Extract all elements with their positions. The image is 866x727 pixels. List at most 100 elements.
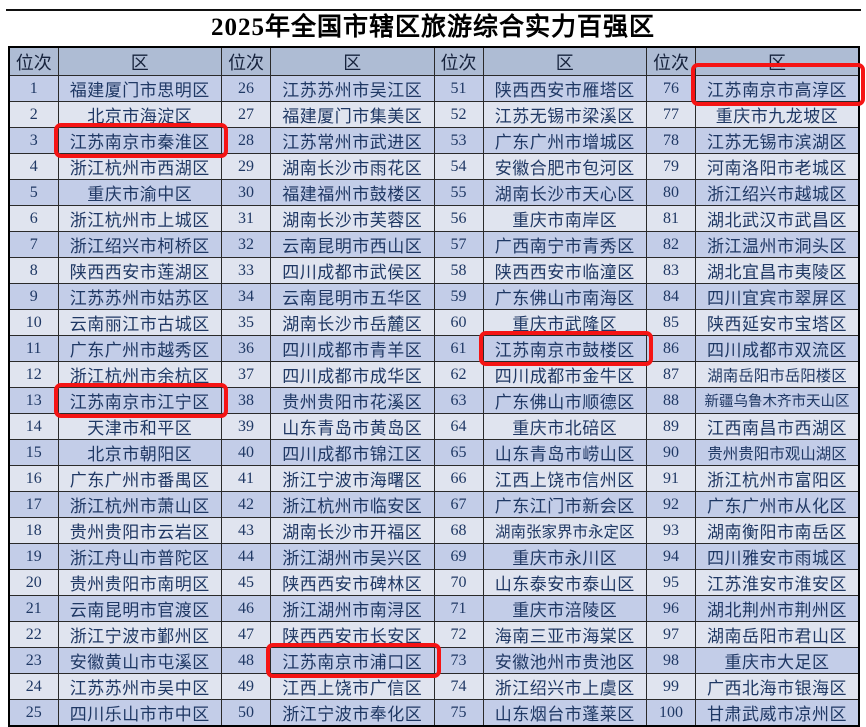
red-highlight-box: [53, 123, 228, 158]
rank-cell: 79: [646, 153, 696, 180]
rank-cell: 47: [221, 621, 271, 648]
ranking-table: 位次区位次区位次区位次区 1 福建厦门市思明区 26 江苏苏州市吴江区 51 陕西西安市雁…: [8, 46, 865, 727]
rank-cell: 82: [646, 231, 696, 258]
district-cell: 福建福州市鼓楼区: [270, 179, 435, 206]
district-cell: 重庆市九龙坡区: [695, 101, 860, 128]
rank-cell: 14: [8, 413, 59, 440]
rank-cell: 54: [433, 153, 484, 180]
district-cell: 江苏南京市秦淮区: [53, 123, 228, 158]
rank-cell: 96: [646, 595, 696, 622]
table-row: 17 浙江杭州市萧山区 42 浙江杭州市临安区 67 广东江门市新会区 92 广东广州市从化区: [8, 491, 860, 518]
rank-column-header: 位次: [221, 46, 271, 76]
district-column-header: 区: [482, 46, 647, 76]
rank-cell: 56: [433, 205, 484, 232]
district-cell: 重庆市涪陵区: [482, 595, 647, 622]
district-cell: 安徽黄山市屯溪区: [57, 647, 222, 674]
rank-cell: 23: [8, 647, 59, 674]
rank-cell: 35: [221, 309, 271, 336]
district-cell: 云南昆明市西山区: [270, 231, 435, 258]
rank-cell: 95: [646, 569, 696, 596]
district-column-header: 区: [57, 46, 222, 76]
rank-cell: 74: [433, 673, 484, 700]
rank-cell: 32: [221, 231, 271, 258]
district-cell: 江苏南京市鼓楼区: [478, 331, 653, 366]
rank-cell: 86: [646, 335, 696, 362]
rank-cell: 97: [646, 621, 696, 648]
rank-cell: 61: [433, 335, 484, 362]
table-row: 8 陕西西安市莲湖区 33 四川成都市武侯区 58 陕西西安市临潼区 83 湖北宜昌市夷陵区: [8, 257, 860, 284]
district-cell: 陕西西安市雁塔区: [482, 75, 647, 102]
rank-cell: 48: [221, 647, 271, 674]
district-cell: 重庆市武隆区: [482, 309, 647, 336]
district-cell: 重庆市大足区: [695, 647, 860, 674]
district-cell: 江苏无锡市梁溪区: [482, 101, 647, 128]
district-cell: 四川乐山市市中区: [57, 699, 222, 727]
table-row: 20 贵州贵阳市南明区 45 陕西西安市碑林区 70 山东泰安市泰山区 95 江苏淮安市淮安区: [8, 569, 860, 596]
rank-cell: 24: [8, 673, 59, 700]
rank-cell: 9: [8, 283, 59, 310]
district-cell: 山东青岛市黄岛区: [270, 413, 435, 440]
rank-cell: 49: [221, 673, 271, 700]
rank-cell: 34: [221, 283, 271, 310]
district-cell: 四川成都市青羊区: [270, 335, 435, 362]
rank-cell: 77: [646, 101, 696, 128]
table-row: 19 浙江舟山市普陀区 44 浙江湖州市吴兴区 69 重庆市永川区 94 四川雅安市雨城区: [8, 543, 860, 570]
district-cell: 浙江宁波市鄞州区: [57, 621, 222, 648]
rank-cell: 45: [221, 569, 271, 596]
top-border-line: [6, 9, 861, 11]
district-cell: 云南丽江市古城区: [57, 309, 222, 336]
district-cell: 湖南岳阳市岳阳楼区: [695, 361, 860, 388]
rank-cell: 51: [433, 75, 484, 102]
district-cell: 陕西延安市宝塔区: [695, 309, 860, 336]
table-row: 7 浙江绍兴市柯桥区 32 云南昆明市西山区 57 广西南宁市青秀区 82 浙江温州市洞头区: [8, 231, 860, 258]
district-cell: 福建厦门市思明区: [57, 75, 222, 102]
rank-cell: 1: [8, 75, 59, 102]
rank-cell: 16: [8, 465, 59, 492]
rank-cell: 43: [221, 517, 271, 544]
table-row: 2 北京市海淀区 27 福建厦门市集美区 52 江苏无锡市梁溪区 77 重庆市九龙坡区: [8, 101, 860, 128]
district-cell: 广西北海市银海区: [695, 673, 860, 700]
district-cell: 四川成都市武侯区: [270, 257, 435, 284]
district-cell: 江苏苏州市吴江区: [270, 75, 435, 102]
rank-cell: 19: [8, 543, 59, 570]
table-header: 位次区位次区位次区位次区: [8, 46, 860, 76]
rank-cell: 40: [221, 439, 271, 466]
district-cell: 重庆市永川区: [482, 543, 647, 570]
rank-cell: 11: [8, 335, 59, 362]
district-cell: 陕西西安市碑林区: [270, 569, 435, 596]
rank-cell: 98: [646, 647, 696, 674]
table-row: 11 广东广州市越秀区 36 四川成都市青羊区 61 江苏南京市鼓楼区 86 四川成都市双流区: [8, 331, 860, 366]
table-row: 18 贵州贵阳市云岩区 43 湖南长沙市开福区 68 湖南张家界市永定区 93 湖南衡阳市南岳…: [8, 517, 860, 544]
district-cell: 四川成都市成华区: [270, 361, 435, 388]
rank-cell: 99: [646, 673, 696, 700]
rank-cell: 66: [433, 465, 484, 492]
rank-cell: 58: [433, 257, 484, 284]
rank-cell: 4: [8, 153, 59, 180]
district-cell: 安徽合肥市包河区: [482, 153, 647, 180]
rank-cell: 73: [433, 647, 484, 674]
district-cell: 湖南张家界市永定区: [482, 517, 647, 544]
rank-cell: 6: [8, 205, 59, 232]
district-cell: 江西上饶市信州区: [482, 465, 647, 492]
rank-cell: 65: [433, 439, 484, 466]
rank-cell: 68: [433, 517, 484, 544]
district-cell: 广东江门市新会区: [482, 491, 647, 518]
district-cell: 陕西西安市长安区: [270, 621, 435, 648]
district-cell: 广东广州市番禺区: [57, 465, 222, 492]
district-cell: 广东佛山市南海区: [482, 283, 647, 310]
table-row: 9 江苏苏州市姑苏区 34 云南昆明市五华区 59 广东佛山市南海区 84 四川宜宾市翠屏区: [8, 283, 860, 310]
table-row: 25 四川乐山市市中区 50 浙江宁波市奉化区 75 山东烟台市蓬莱区 100 甘肃武威市凉州…: [8, 699, 860, 727]
district-cell: 浙江宁波市海曙区: [270, 465, 435, 492]
rank-cell: 100: [646, 699, 696, 727]
rank-cell: 62: [433, 361, 484, 388]
district-cell: 四川宜宾市翠屏区: [695, 283, 860, 310]
district-cell: 江苏南京市江宁区: [53, 383, 228, 418]
district-cell: 湖南衡阳市南岳区: [695, 517, 860, 544]
rank-cell: 84: [646, 283, 696, 310]
district-cell: 山东泰安市泰山区: [482, 569, 647, 596]
table-row: 10 云南丽江市古城区 35 湖南长沙市岳麓区 60 重庆市武隆区 85 陕西延安市宝塔区: [8, 309, 860, 336]
district-cell: 浙江杭州市西湖区: [57, 153, 222, 180]
table-row: 12 浙江杭州市余杭区 37 四川成都市成华区 62 四川成都市金牛区 87 湖南岳阳市岳阳楼…: [8, 361, 860, 388]
rank-cell: 12: [8, 361, 59, 388]
district-cell: 浙江杭州市上城区: [57, 205, 222, 232]
